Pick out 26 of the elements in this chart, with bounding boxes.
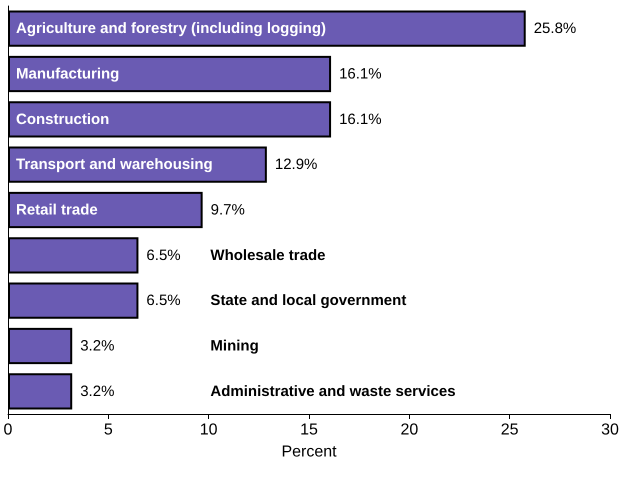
data-label: 3.2% [80,382,114,400]
y-tick-label: Transport and warehousing [16,156,213,174]
y-tick-label: Construction [16,110,110,128]
x-tick-label: 10 [200,422,218,438]
data-label: 12.9% [274,156,318,174]
x-tick-label: 20 [400,422,418,438]
y-tick-label: Administrative and waste services [210,382,456,400]
y-tick-label: Agriculture and forestry (including logging) [16,20,326,38]
x-tick-label: 0 [4,422,13,438]
y-tick-label: Manufacturing [16,66,120,82]
data-label: 16.1% [339,110,382,128]
y-tick-label: Mining [210,338,259,354]
y-tick-label: State and local government [210,292,406,310]
data-label: 25.8% [534,20,576,38]
data-label: 3.2% [80,338,114,354]
x-tick-label: 5 [104,422,113,438]
data-label: 6.5% [146,292,181,310]
x-tick-label: 25 [500,422,519,438]
data-label: 16.1% [339,66,382,82]
x-tick-label: 30 [601,422,619,438]
x-axis-title: Percent [281,444,338,460]
data-label: 9.7% [210,202,245,218]
y-tick-label: Retail trade [16,202,98,218]
y-tick-label: Wholesale trade [210,246,326,264]
data-label: 6.5% [146,246,181,264]
x-tick-label: 15 [300,422,318,438]
